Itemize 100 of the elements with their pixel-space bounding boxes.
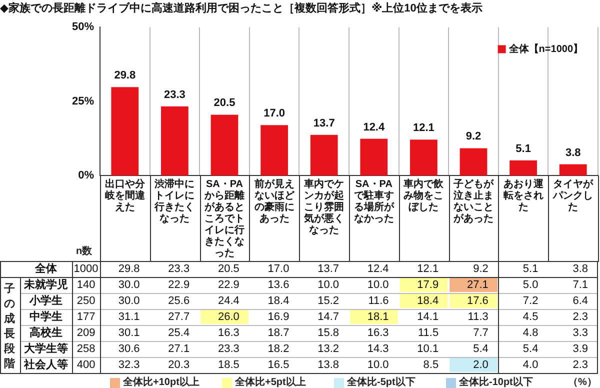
data-label: 20.3: [168, 359, 190, 372]
x-tick-label: SA・PAで駐車する場所がなかった: [354, 179, 395, 224]
data-label: 17.0: [264, 108, 286, 120]
data-label: 5.1: [522, 263, 538, 276]
data-label: 30.6: [118, 343, 140, 356]
data-label: 17.0: [268, 263, 290, 276]
data-label: 27.1: [466, 279, 488, 292]
bar: [310, 134, 338, 176]
data-label: 16.9: [268, 311, 290, 324]
data-label: 10.1: [417, 343, 439, 356]
bar: [210, 114, 238, 176]
data-label: 26.0: [218, 311, 240, 324]
y-tick-label: 大学生等: [24, 342, 68, 356]
data-label: 5.4: [473, 343, 488, 356]
data-label: 25.4: [168, 327, 190, 340]
data-label: 27.1: [168, 343, 190, 356]
legend-label: 全体【n=1000】: [508, 42, 584, 55]
x-tick-label: 車内で飲み物をこぼした: [402, 178, 445, 213]
data-label: 11.3: [468, 311, 488, 324]
data-label: 20.5: [214, 97, 236, 110]
data-label: 14.7: [318, 311, 339, 324]
data-label: 2.3: [572, 311, 588, 324]
data-label: 10.0: [367, 359, 389, 372]
data-label: 13.2: [318, 343, 339, 356]
data-label: 2.3: [572, 359, 588, 372]
x-tick-label: 前が見えないほどの豪雨にあった: [253, 178, 296, 224]
bar: [360, 138, 388, 176]
x-tick-label: 出口や分岐を間違えた: [104, 178, 146, 213]
data-label: 23.3: [218, 343, 240, 356]
data-label: 4.0: [522, 359, 538, 372]
y2-tick-label: 400: [76, 359, 96, 372]
data-label: 14.3: [367, 343, 389, 356]
data-label: 12.4: [367, 263, 389, 276]
data-label: 27.7: [168, 311, 190, 324]
data-label: 31.1: [118, 311, 140, 324]
data-label: 11.5: [418, 327, 439, 340]
y2-tick-label: 1000: [74, 263, 98, 276]
data-label: 3.8: [565, 146, 581, 159]
y-tick-label: 全体: [34, 262, 58, 276]
data-label: 3.8: [572, 263, 588, 276]
data-label: 25.6: [168, 295, 190, 308]
data-label: 13.7: [318, 263, 339, 276]
text: 全体比+10pt以上: [123, 377, 200, 388]
data-label: 15.8: [318, 327, 339, 340]
data-label: 10.0: [367, 279, 389, 292]
data-label: 15.2: [318, 295, 339, 308]
data-label: 30.0: [118, 295, 140, 308]
data-label: 18.7: [268, 327, 290, 340]
data-label: 18.4: [417, 295, 439, 308]
data-label: 30.0: [118, 279, 140, 292]
x-tick-label: あおり運転をされた: [502, 178, 544, 213]
y-tick-label: 中学生: [30, 310, 62, 324]
y2-tick-label: 209: [76, 327, 96, 340]
chart-title: ◆家族での長距離ドライブ中に高速道路利用で困ったこと［複数回答形式］※上位10位までを表示: [0, 2, 482, 15]
data-label: 5.0: [522, 279, 538, 292]
data-label: 11.6: [368, 295, 389, 308]
data-label: 18.5: [218, 359, 240, 372]
data-label: 9.2: [466, 130, 482, 143]
data-label: 13.7: [313, 117, 335, 130]
x-tick-label: 渋滞中にトイレに行きたくなった: [154, 178, 195, 224]
bar: [510, 160, 537, 176]
data-label: 22.9: [168, 279, 190, 292]
data-label: 17.9: [417, 279, 439, 292]
data-label: 5.1: [516, 142, 531, 155]
data-label: 17.6: [466, 295, 488, 308]
x-tick-label: 車内でケンカが起こり雰囲気が悪くなった: [303, 178, 344, 236]
data-label: 18.1: [367, 311, 389, 324]
bar: [559, 164, 587, 176]
text: 全体比-10pt以下: [459, 377, 533, 388]
data-label: 16.3: [218, 327, 240, 340]
y-tick-label: 高校生: [30, 326, 62, 340]
y2-tick-label: 250: [76, 295, 96, 308]
y-tick-label: 小学生: [28, 294, 62, 308]
data-label: 12.1: [417, 263, 439, 276]
data-label: 9.2: [473, 263, 488, 276]
data-label: 7.7: [473, 327, 488, 340]
bar: [111, 87, 139, 176]
data-label: 29.8: [118, 263, 140, 276]
data-label: 5.4: [522, 343, 538, 356]
data-label: 12.1: [412, 122, 434, 134]
text: n数: [76, 246, 92, 258]
data-label: 10.0: [318, 279, 339, 292]
data-label: 13.6: [268, 279, 290, 292]
y-tick-label: 25%: [72, 95, 94, 108]
data-label: 18.4: [268, 295, 290, 308]
data-label: 20.5: [218, 263, 240, 276]
data-label: 4.8: [522, 327, 538, 340]
bar: [460, 148, 488, 176]
bar: [410, 140, 438, 176]
data-label: 14.1: [417, 311, 439, 324]
data-label: 22.9: [218, 279, 240, 292]
data-label: 32.3: [118, 359, 140, 372]
data-label: 2.0: [473, 359, 488, 372]
text: 全体比-5pt以下: [347, 377, 416, 388]
y2-tick-label: 258: [76, 343, 96, 356]
data-label: 23.3: [168, 263, 190, 276]
data-label: 18.2: [268, 343, 290, 356]
data-label: 12.4: [363, 121, 386, 134]
x-tick-label: タイヤがパンクした: [552, 179, 594, 213]
x-tick-label: 子どもが泣き止まないことがあった: [452, 178, 494, 224]
